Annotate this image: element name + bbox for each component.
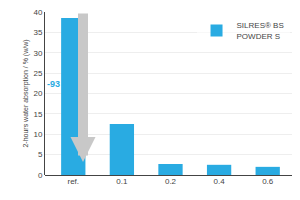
svg-text:20: 20	[33, 89, 42, 98]
svg-text:-93 %: -93 %	[47, 79, 71, 89]
svg-text:25: 25	[33, 69, 42, 78]
svg-text:0.1: 0.1	[116, 177, 128, 186]
svg-text:ref.: ref.	[67, 177, 79, 186]
svg-text:15: 15	[33, 110, 42, 119]
svg-text:0.4: 0.4	[214, 177, 226, 186]
svg-text:2-hours water absorption / % (: 2-hours water absorption / % (w/w)	[22, 39, 30, 147]
svg-text:35: 35	[33, 28, 42, 37]
svg-text:0.2: 0.2	[165, 177, 177, 186]
svg-text:0.6: 0.6	[262, 177, 274, 186]
svg-text:0: 0	[38, 171, 43, 180]
svg-text:5: 5	[38, 150, 43, 159]
svg-text:SILRES® BSPOWDER S: SILRES® BSPOWDER S	[237, 21, 284, 40]
svg-text:10: 10	[33, 130, 42, 139]
svg-text:30: 30	[33, 49, 42, 58]
svg-text:40: 40	[33, 8, 42, 17]
